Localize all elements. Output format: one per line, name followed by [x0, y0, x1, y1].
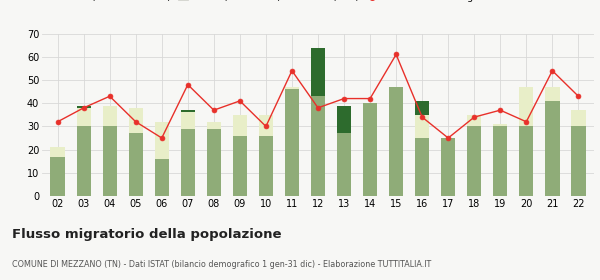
Bar [337, 133, 351, 196]
Bar [233, 136, 247, 196]
Bar [103, 126, 117, 196]
Bar [415, 138, 430, 196]
Bar [206, 122, 221, 129]
Bar [415, 115, 430, 138]
Bar [311, 96, 325, 196]
Bar [77, 106, 91, 108]
Bar [103, 106, 117, 126]
Bar [285, 87, 299, 89]
Bar [545, 87, 560, 101]
Bar [493, 126, 508, 196]
Bar [206, 129, 221, 196]
Bar [389, 87, 403, 196]
Legend: Iscritti (da altri comuni), Iscritti (dall'estero), Iscritti (altri), Cancellati: Iscritti (da altri comuni), Iscritti (da… [47, 0, 493, 2]
Bar [571, 126, 586, 196]
Bar [259, 136, 273, 196]
Text: COMUNE DI MEZZANO (TN) - Dati ISTAT (bilancio demografico 1 gen-31 dic) - Elabor: COMUNE DI MEZZANO (TN) - Dati ISTAT (bil… [12, 260, 431, 269]
Bar [311, 48, 325, 96]
Bar [181, 110, 195, 113]
Bar [77, 108, 91, 126]
Bar [50, 157, 65, 196]
Bar [155, 159, 169, 196]
Bar [571, 110, 586, 126]
Bar [519, 87, 533, 126]
Bar [128, 133, 143, 196]
Bar [259, 115, 273, 136]
Bar [493, 124, 508, 126]
Bar [155, 122, 169, 159]
Bar [545, 101, 560, 196]
Text: Flusso migratorio della popolazione: Flusso migratorio della popolazione [12, 228, 281, 241]
Bar [467, 126, 481, 196]
Bar [415, 101, 430, 115]
Bar [441, 138, 455, 196]
Bar [181, 129, 195, 196]
Bar [77, 126, 91, 196]
Bar [337, 106, 351, 133]
Bar [181, 113, 195, 129]
Bar [363, 103, 377, 196]
Bar [50, 147, 65, 157]
Bar [285, 89, 299, 196]
Bar [128, 108, 143, 133]
Bar [519, 126, 533, 196]
Bar [467, 115, 481, 126]
Bar [233, 115, 247, 136]
